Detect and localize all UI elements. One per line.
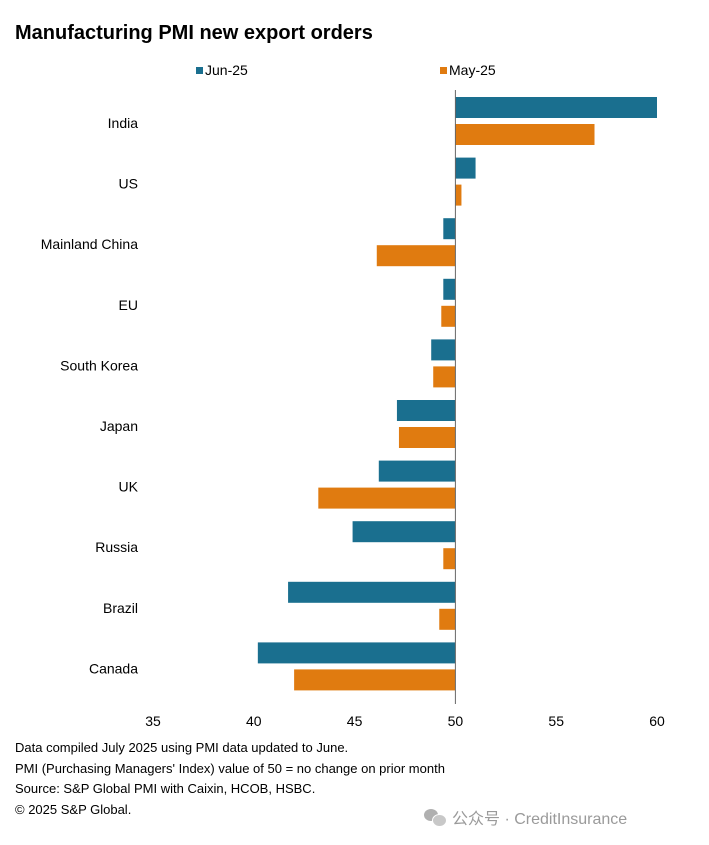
footnotes: Data compiled July 2025 using PMI data u… <box>15 738 445 820</box>
bar-jun-25 <box>455 97 657 118</box>
category-label: Mainland China <box>41 236 138 252</box>
bar-jun-25 <box>288 581 456 603</box>
watermark-text: 公众号 · CreditInsurance <box>452 811 628 828</box>
x-tick-label: 60 <box>649 713 665 729</box>
chart-title: Manufacturing PMI new export orders <box>15 22 373 44</box>
bar-jun-25 <box>378 460 456 482</box>
category-label: EU <box>119 297 138 313</box>
bar-may-25 <box>376 245 456 267</box>
x-tick-label: 40 <box>246 713 262 729</box>
bar-may-25 <box>433 366 456 388</box>
bar-jun-25 <box>455 157 476 179</box>
legend-label: May-25 <box>449 62 496 78</box>
footnote-line: PMI (Purchasing Managers' Index) value o… <box>15 760 445 776</box>
bar-may-25 <box>398 427 456 448</box>
bar-may-25 <box>443 548 456 570</box>
legend-label: Jun-25 <box>205 62 248 78</box>
category-label: Russia <box>95 539 138 555</box>
footnote-line: Data compiled July 2025 using PMI data u… <box>15 740 349 755</box>
category-label: US <box>119 176 138 192</box>
x-tick-label: 55 <box>548 713 564 729</box>
bar-jun-25 <box>257 642 456 664</box>
bar-jun-25 <box>431 339 456 361</box>
bar-jun-25 <box>443 218 456 240</box>
bar-may-25 <box>318 487 456 509</box>
footnote-line: Source: S&P Global PMI with Caixin, HCOB… <box>15 781 316 796</box>
category-label: Japan <box>100 418 138 434</box>
category-label: India <box>108 115 139 131</box>
x-tick-label: 45 <box>347 713 363 729</box>
watermark: 公众号 · CreditInsurance <box>424 805 627 829</box>
footnote-line: © 2025 S&P Global. <box>15 801 132 817</box>
category-label: UK <box>119 479 139 495</box>
legend-swatch <box>196 67 203 74</box>
bar-may-25 <box>439 608 456 630</box>
category-label: Canada <box>89 660 138 676</box>
bar-may-25 <box>441 305 456 327</box>
legend-swatch <box>440 67 447 74</box>
bar-jun-25 <box>443 278 456 300</box>
bar-may-25 <box>455 184 462 206</box>
wechat-icon <box>424 808 447 827</box>
bar-jun-25 <box>396 400 456 421</box>
category-label: South Korea <box>60 357 138 373</box>
bar-chart: Jun-25 May-25 India US Mainland China EU South… <box>41 62 665 729</box>
bar-may-25 <box>294 669 456 691</box>
bar-jun-25 <box>352 521 456 543</box>
category-label: Brazil <box>103 600 138 616</box>
bar-may-25 <box>455 124 595 145</box>
x-tick-label: 35 <box>145 713 161 729</box>
x-tick-label: 50 <box>448 713 464 729</box>
